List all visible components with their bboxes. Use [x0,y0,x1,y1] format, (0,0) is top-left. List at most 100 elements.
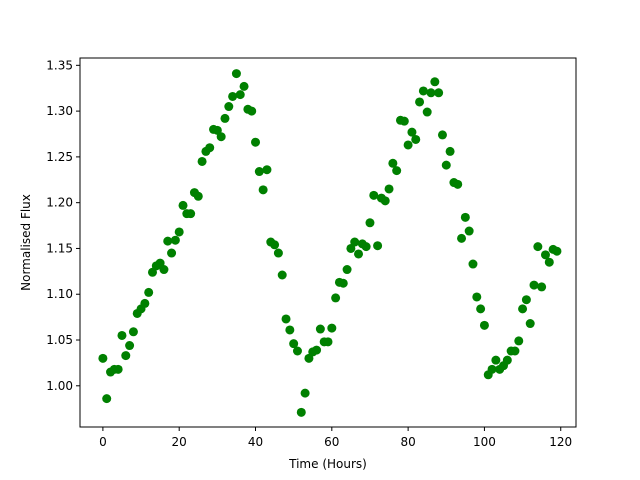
y-tick-label: 1.05 [46,333,73,347]
x-tick-label: 40 [248,435,263,449]
data-point [247,106,257,116]
data-point [510,346,520,356]
data-point [422,107,432,117]
data-point [453,179,463,189]
data-point [170,235,180,245]
data-point [315,324,325,334]
data-point [411,134,421,144]
data-point [258,185,268,195]
data-point [491,355,501,365]
y-tick-label: 1.20 [46,196,73,210]
data-point [418,86,428,96]
data-point [479,320,489,330]
x-axis-ticks: 0 20 40 60 80 100 120 [99,427,572,449]
data-point [125,341,135,351]
data-point [487,364,497,374]
y-axis-label: Normalised Flux [19,194,33,291]
data-point [437,130,447,140]
data-point [98,353,108,363]
data-point [289,339,299,349]
data-point [518,304,528,314]
data-point [224,102,234,112]
data-point [144,287,154,297]
data-point [533,242,543,252]
data-point [128,327,138,337]
data-point [186,209,196,219]
plot-frame [79,57,577,428]
data-point [323,337,333,347]
data-point [117,330,127,340]
data-point [285,325,295,335]
x-tick-label: 100 [473,435,496,449]
data-point [231,69,241,79]
data-point [407,127,417,137]
data-point [312,345,322,355]
x-tick-label: 80 [400,435,415,449]
data-point [445,146,455,156]
data-point [544,257,554,267]
data-point [460,212,470,222]
data-point [380,196,390,206]
data-point [403,140,413,150]
data-point [384,184,394,194]
data-point [273,248,283,258]
data-point [102,394,112,404]
data-point [350,237,360,247]
data-point [373,241,383,251]
x-axis-label: Time (Hours) [288,457,367,471]
y-tick-label: 1.15 [46,241,73,255]
y-tick-label: 1.25 [46,150,73,164]
data-point [552,246,562,256]
data-point [113,364,123,374]
data-point [270,240,280,250]
y-axis-ticks: 1.00 1.05 1.10 1.15 1.20 1.25 1.30 1.35 [46,58,80,393]
data-point [205,143,215,153]
data-point [399,116,409,126]
data-point [392,166,402,176]
data-point [178,200,188,210]
data-point [529,280,539,290]
data-point [193,191,203,201]
data-point [292,346,302,356]
data-point [277,270,287,280]
data-point [338,278,348,288]
data-point [228,91,238,101]
data-point [262,165,272,175]
data-point [254,167,264,177]
data-point [434,88,444,98]
data-point [457,233,467,243]
data-point [540,250,550,260]
y-tick-label: 1.00 [46,379,73,393]
data-point [163,236,173,246]
data-point [472,292,482,302]
data-point [140,298,150,308]
data-point [239,81,249,91]
data-point [197,156,207,166]
data-point [251,137,261,147]
data-point [415,97,425,107]
y-tick-label: 1.10 [46,287,73,301]
data-point [121,351,131,361]
data-point [235,90,245,100]
data-point [361,242,371,252]
data-point [476,304,486,314]
data-point [521,295,531,305]
data-point [388,158,398,168]
data-point [514,336,524,346]
x-tick-label: 0 [99,435,107,449]
data-point [365,218,375,228]
data-point [342,265,352,275]
data-point [441,160,451,170]
x-tick-label: 60 [324,435,339,449]
data-point [327,323,337,333]
data-point [216,132,226,142]
data-point [300,388,310,398]
data-point [220,113,230,123]
y-tick-label: 1.30 [46,104,73,118]
data-point [430,77,440,87]
data-point [369,190,379,200]
data-point [502,355,512,365]
data-points [98,69,562,417]
data-point [159,265,169,275]
data-point [167,248,177,258]
